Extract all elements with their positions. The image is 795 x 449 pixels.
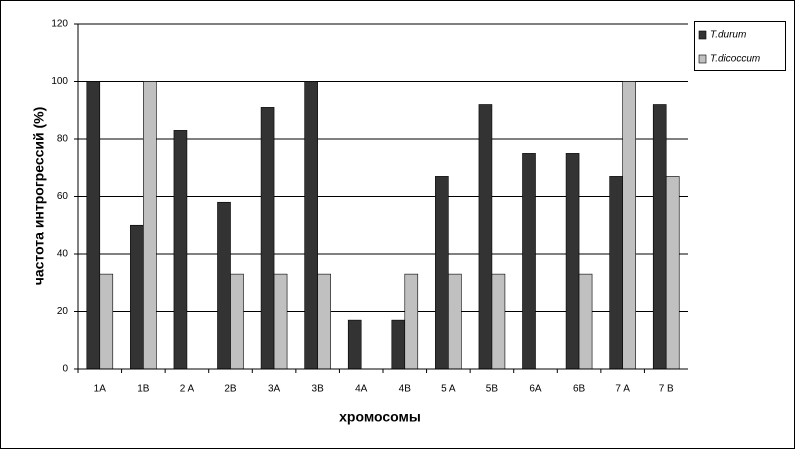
bar (86, 81, 101, 370)
x-tick-label: 6A (529, 384, 542, 395)
x-tick-label: 3A (268, 384, 281, 395)
bar (143, 81, 157, 370)
legend (694, 21, 786, 71)
legend-swatch (698, 54, 707, 64)
x-tick-label: 6B (573, 384, 586, 395)
legend-swatch (698, 30, 707, 40)
y-axis-title: частота интрогрессий (%) (31, 107, 47, 286)
y-tick-label: 40 (57, 249, 69, 260)
bar (273, 273, 288, 370)
x-tick-label: 1A (94, 384, 107, 395)
bar (478, 104, 493, 370)
x-tick-label: 7 B (659, 384, 674, 395)
bar (609, 176, 623, 370)
legend-label: T.dicoccum (710, 54, 760, 65)
bar (652, 104, 667, 370)
bar (448, 273, 462, 370)
bar (665, 176, 680, 370)
y-tick-label: 100 (51, 76, 68, 87)
bar (173, 130, 188, 370)
x-tick-label: 7 A (615, 384, 630, 395)
bar (491, 273, 506, 370)
bar (99, 273, 114, 370)
bar (391, 319, 406, 370)
x-tick-label: 4B (399, 384, 412, 395)
y-tick-label: 120 (51, 19, 68, 30)
legend-label: T.durum (710, 30, 746, 41)
x-tick-label: 2B (224, 384, 237, 395)
y-tick-label: 0 (62, 364, 68, 375)
x-tick-label: 3B (312, 384, 325, 395)
x-tick-label: 5 A (441, 384, 456, 395)
bar (230, 273, 244, 370)
bar (260, 107, 275, 370)
x-tick-label: 5B (486, 384, 499, 395)
x-tick-label: 4A (355, 384, 368, 395)
bar (217, 201, 231, 370)
bar (578, 273, 593, 370)
bar (522, 153, 536, 370)
x-tick-label: 2 A (180, 384, 195, 395)
x-tick-label: 1B (137, 384, 150, 395)
bar (435, 176, 449, 370)
bar (317, 273, 331, 370)
bar (404, 273, 419, 370)
y-tick-label: 80 (57, 134, 69, 145)
bar (304, 81, 318, 370)
y-tick-label: 20 (57, 306, 69, 317)
bar (347, 319, 362, 370)
x-axis-title: хромосомы (339, 409, 421, 425)
bar (565, 153, 580, 370)
bar (130, 224, 144, 370)
y-tick-label: 60 (57, 191, 69, 202)
bar (622, 81, 636, 370)
